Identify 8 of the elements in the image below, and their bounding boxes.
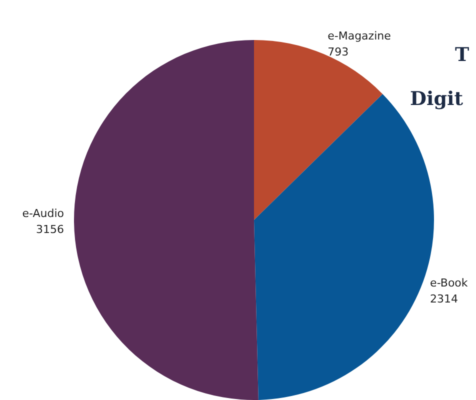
slice-label: e-Magazine [328, 30, 392, 43]
slice-label: e-Book [430, 276, 468, 290]
text: T [455, 44, 470, 66]
data-label: 2314 [430, 292, 458, 306]
slice-label: e-Audio [22, 207, 64, 220]
text: Digit [410, 88, 463, 110]
data-label: 3156 [36, 223, 64, 236]
data-label: 793 [328, 46, 349, 59]
